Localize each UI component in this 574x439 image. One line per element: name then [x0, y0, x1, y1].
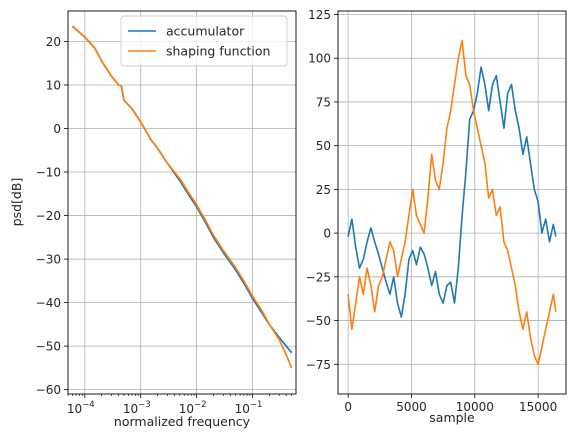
y-tick-label: 0	[53, 122, 61, 136]
x-tick-label: 10000	[456, 400, 494, 414]
y-tick-label: 10	[46, 78, 61, 92]
sample-lines	[347, 39, 557, 366]
legend-box	[120, 15, 288, 67]
y-tick-label: 75	[316, 95, 331, 109]
sample-plot: 0 5000 10000 15000 125 100 75 50 25 0 −25 −50 −75 s…	[306, 8, 567, 425]
y-tick-label: −30	[36, 253, 61, 267]
y-tick-label: 100	[308, 52, 331, 66]
x-tick-label: 15000	[519, 400, 557, 414]
y-tick-label: −25	[306, 270, 331, 284]
x-tick-label: 0	[344, 400, 352, 414]
y-tick-label: 50	[316, 139, 331, 153]
psd-lines	[71, 25, 293, 369]
sample-x-axis-label: sample	[429, 410, 475, 425]
psd-axes-frame	[67, 10, 297, 395]
psd-y-axis-label: psd[dB]	[9, 178, 24, 227]
y-tick-label: 0	[323, 227, 331, 241]
legend: accumulator shaping function	[120, 15, 288, 67]
y-tick-label: 20	[46, 35, 61, 49]
psd-y-ticks: 20 10 0 −10 −20 −30 −40 −50 −60	[36, 35, 68, 397]
x-tick-label: 5000	[396, 400, 427, 414]
psd-x-axis-label: normalized frequency	[114, 414, 251, 429]
y-tick-label: −40	[36, 296, 61, 310]
sample-y-ticks: 125 100 75 50 25 0 −25 −50 −75	[306, 8, 338, 372]
y-tick-label: 25	[316, 183, 331, 197]
psd-plot: 10−4 10−3 10−2 10−1 20100−10−20−30−40−50−60…	[9, 10, 297, 429]
y-tick-label: −20	[36, 209, 61, 223]
y-tick-label: 125	[308, 8, 331, 22]
series-line-shaping-function	[347, 39, 557, 366]
legend-label-shaping-function: shaping function	[166, 44, 270, 59]
y-tick-label: −50	[306, 314, 331, 328]
y-tick-label: −75	[306, 358, 331, 372]
y-tick-label: −60	[36, 383, 61, 397]
sample-axes-frame	[337, 10, 567, 395]
series-line-shaping-function	[71, 25, 293, 369]
legend-label-accumulator: accumulator	[166, 24, 245, 39]
sample-grid	[338, 11, 566, 394]
sample-x-ticks: 0 5000 10000 15000	[344, 394, 557, 414]
y-tick-label: −10	[36, 166, 61, 180]
y-tick-label: −50	[36, 340, 61, 354]
